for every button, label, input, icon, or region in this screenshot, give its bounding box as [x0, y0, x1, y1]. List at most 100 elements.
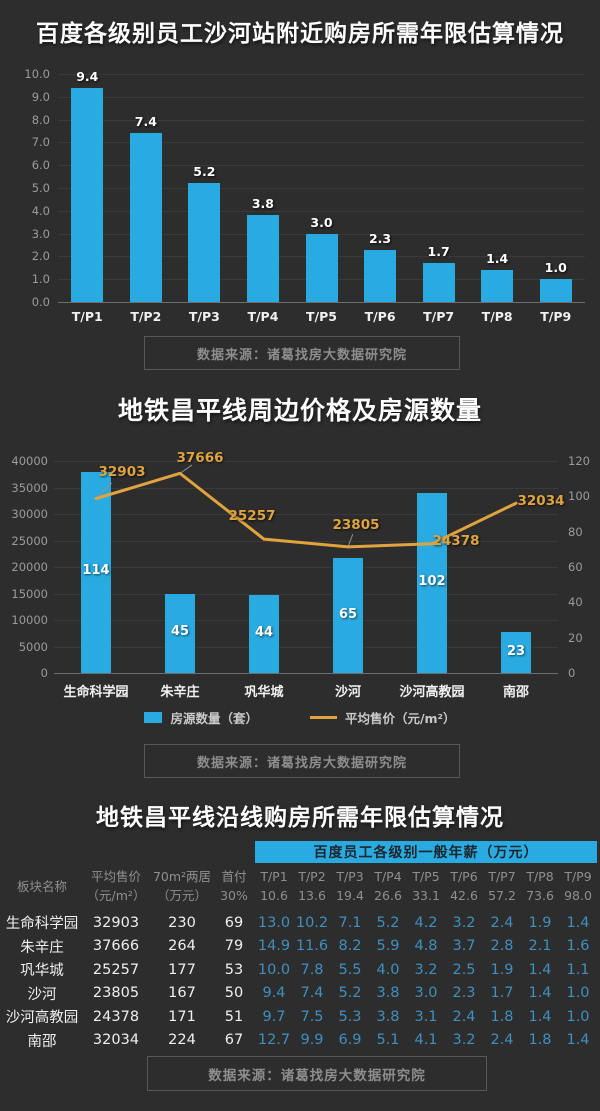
- line-value-label: 24378: [432, 532, 480, 549]
- column-header: T/P2 13.6: [298, 869, 326, 903]
- table-cell: 9.7: [262, 1008, 286, 1025]
- x-axis-label: T/P7: [423, 309, 455, 324]
- column-header: T/P3 19.4: [336, 869, 364, 903]
- table-cell: 7.4: [300, 985, 324, 1002]
- table-cell: 1.1: [566, 961, 590, 978]
- table-cell: 4.8: [414, 938, 438, 955]
- bar-value-label: 3.8: [251, 196, 275, 212]
- table-cell: 3.8: [376, 1008, 400, 1025]
- y-axis-tick-label: 2.0: [31, 249, 50, 264]
- column-header: T/P8 73.6: [526, 869, 554, 903]
- gridline: [58, 210, 585, 212]
- table-cell: 1.7: [490, 985, 514, 1002]
- bar-T/P2: [129, 133, 162, 302]
- bar-T/P3: [188, 183, 221, 302]
- column-header: T/P7 57.2: [488, 869, 516, 903]
- gridline: [58, 142, 585, 144]
- gridline: [58, 119, 585, 121]
- table-cell: 1.0: [566, 985, 590, 1002]
- table-cell: 13.0: [257, 914, 291, 931]
- column-header: 板块名称: [16, 878, 67, 894]
- table-title: 地铁昌平线沿线购房所需年限估算情况: [96, 805, 504, 831]
- table-cell: 3.8: [376, 985, 400, 1002]
- district-name: 生命科学园: [5, 916, 79, 933]
- table-cell: 167: [168, 985, 196, 1002]
- table-cell: 2.4: [452, 1008, 476, 1025]
- x-axis-label: 生命科学园: [63, 685, 129, 700]
- header-row: 板块名称 平均售价 （元/m²） 70m²两居 （万元） 首付 30% T/P1 10.6 T/P…: [3, 863, 597, 911]
- bar-value-label: 3.0: [310, 214, 333, 230]
- left-axis-tick-label: 0: [40, 666, 48, 680]
- table-cell: 1.4: [566, 914, 590, 931]
- line-value-label: 32034: [517, 493, 565, 510]
- table-cell: 171: [168, 1008, 196, 1025]
- line-swatch-icon: [309, 716, 337, 719]
- table-cell: 1.9: [528, 914, 552, 931]
- bar-value-label: 114: [82, 563, 110, 579]
- left-axis-tick-label: 5000: [18, 639, 48, 654]
- x-axis-label: 巩华城: [244, 685, 284, 700]
- gridline: [58, 302, 585, 303]
- table-cell: 3.7: [452, 938, 476, 955]
- bar-swatch-icon: [144, 712, 163, 723]
- table-cell: 5.2: [338, 985, 362, 1002]
- y-axis-tick-label: 3.0: [31, 226, 50, 241]
- y-axis-tick-label: 9.0: [31, 89, 50, 104]
- y-axis-tick-label: 0.0: [31, 295, 50, 309]
- table-cell: 1.4: [528, 1008, 552, 1025]
- table-cell: 1.4: [566, 1032, 590, 1049]
- chart2-title: 地铁昌平线周边价格及房源数量: [117, 396, 482, 425]
- bar-T/P7: [422, 263, 455, 302]
- district-name: 南邵: [27, 1033, 57, 1050]
- table-cell: 32034: [92, 1032, 140, 1049]
- legend-item-supply: 房源数量（套）: [144, 708, 258, 727]
- table-cell: 177: [168, 961, 196, 978]
- x-axis-label: 朱辛庄: [160, 685, 200, 700]
- y-axis-tick-label: 8.0: [31, 112, 50, 127]
- x-axis-label: 沙河: [334, 685, 361, 700]
- table-cell: 2.4: [490, 1032, 514, 1049]
- left-axis-tick-label: 10000: [11, 613, 48, 627]
- y-axis-tick-label: 5.0: [31, 181, 50, 195]
- legend-item-price: 平均售价（元/m²）: [309, 708, 456, 727]
- x-axis-label: T/P6: [364, 309, 396, 324]
- table-cell: 5.1: [376, 1032, 400, 1049]
- table-row: 南邵 32034 224 67 12.7 9.9 6.9 5.1 4.1 3.2 2.4 1.8 1.4: [3, 1029, 597, 1053]
- right-axis-tick-label: 80: [568, 524, 583, 539]
- table-cell: 6.9: [338, 1032, 362, 1049]
- table-cell: 1.6: [566, 938, 590, 955]
- right-axis-tick-label: 100: [568, 489, 590, 504]
- table-cell: 79: [224, 938, 244, 955]
- bar-value-label: 1.0: [544, 260, 567, 276]
- bar-value-label: 5.2: [193, 164, 216, 180]
- table-cell: 9.9: [300, 1032, 324, 1049]
- table-cell: 2.1: [528, 938, 552, 955]
- bar-南邵: [501, 632, 531, 673]
- table-row: 朱辛庄 37666 264 79 14.9 11.6 8.2 5.9 4.8 3.7 2.8 2.1 1…: [3, 935, 597, 959]
- chart2-legend: 房源数量（套） 平均售价（元/m²）: [0, 708, 600, 727]
- gridline: [58, 165, 585, 167]
- gridline: [54, 673, 558, 674]
- table-cell: 51: [224, 1008, 244, 1025]
- x-axis-label: 南邵: [502, 685, 529, 700]
- right-axis-tick-label: 60: [568, 560, 583, 574]
- table-cell: 5.3: [338, 1008, 362, 1025]
- column-header: T/P4 26.6: [374, 869, 402, 903]
- legend-supply-label: 房源数量（套）: [170, 711, 258, 726]
- x-axis-label: T/P2: [130, 309, 162, 324]
- table-cell: 1.8: [490, 1008, 514, 1025]
- table-row: 巩华城 25257 177 53 10.0 7.8 5.5 4.0 3.2 2.5 1.9 1.4 1.…: [3, 958, 597, 982]
- gridline: [54, 620, 558, 621]
- column-header: 平均售价 （元/m²）: [86, 869, 146, 903]
- salary-table: 百度员工各级别一般年薪（万元） 板块名称 平均售价 （元/m²） 70m²两居 （万元）首…: [3, 841, 597, 1052]
- right-axis-tick-label: 20: [568, 630, 583, 645]
- table-row: 生命科学园 32903 230 69 13.0 10.2 7.1 5.2 4.2 3.2 2.4 1.…: [3, 911, 597, 935]
- bar-value-label: 44: [254, 625, 274, 641]
- table-cell: 14.9: [257, 938, 291, 955]
- district-name: 巩华城: [20, 963, 64, 980]
- salary-years-table: 百度员工各级别一般年薪（万元） 板块名称 平均售价 （元/m²） 70m²两居 （万元）首…: [3, 841, 597, 1052]
- x-axis-label: T/P4: [247, 309, 279, 324]
- table-cell: 7.8: [300, 961, 324, 978]
- gridline: [54, 593, 558, 595]
